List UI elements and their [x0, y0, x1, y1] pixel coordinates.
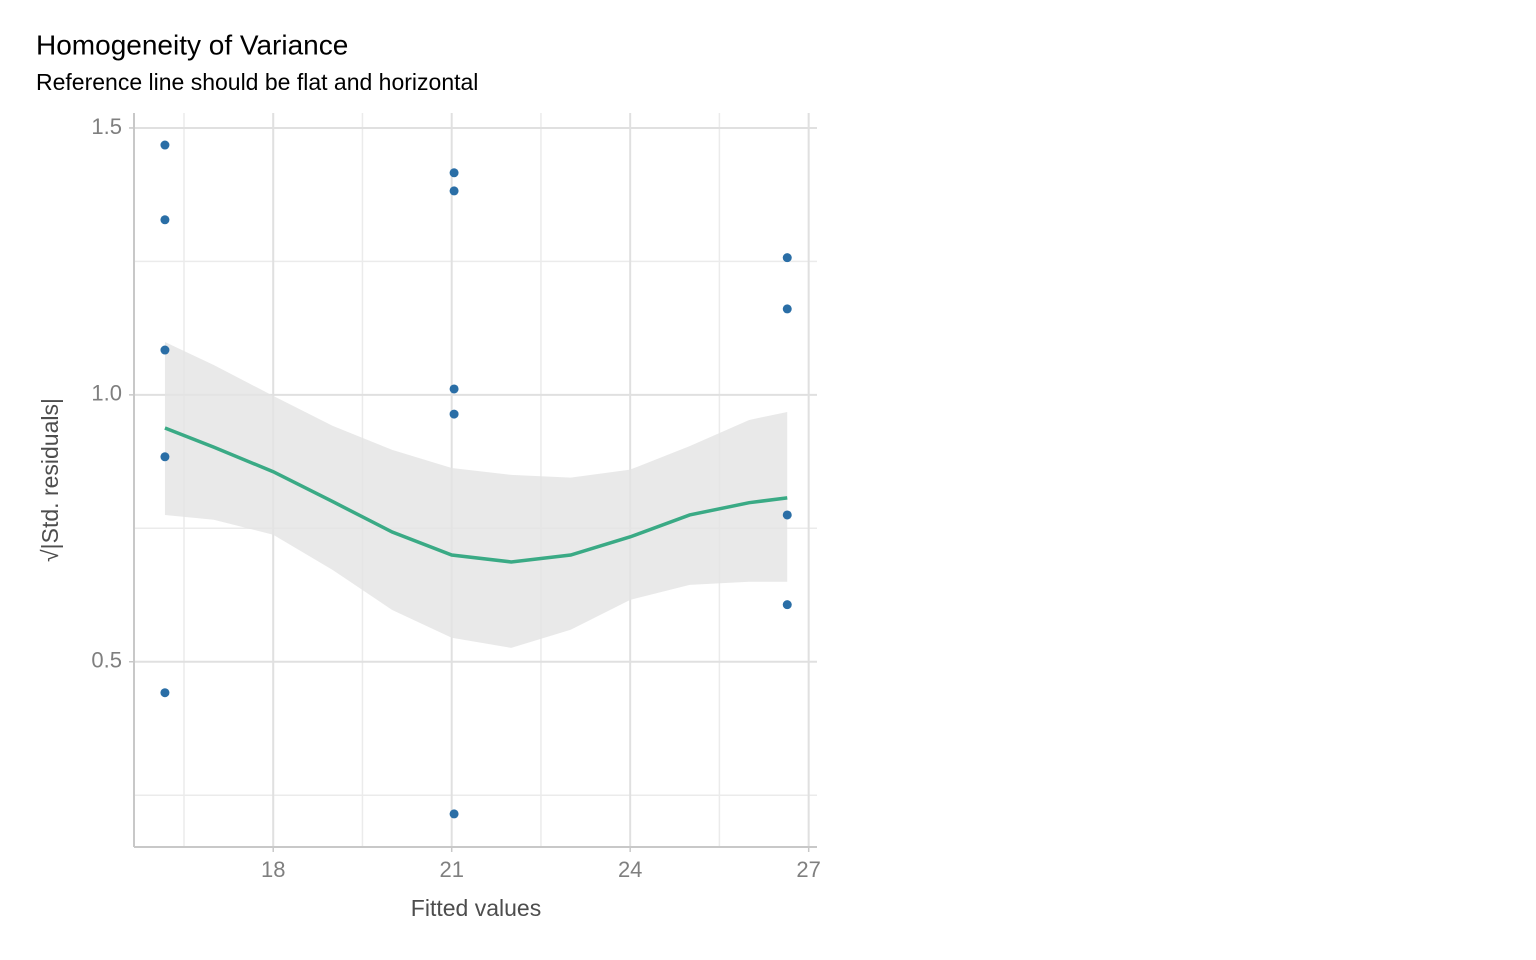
x-tick-label: 18 — [261, 857, 285, 882]
chart-subtitle: Reference line should be flat and horizo… — [36, 69, 478, 95]
point — [782, 253, 792, 263]
point — [782, 600, 792, 610]
point — [160, 140, 170, 150]
point — [160, 452, 170, 462]
point — [782, 510, 792, 520]
point — [160, 345, 170, 355]
chart-title: Homogeneity of Variance — [36, 29, 348, 60]
y-tick-label: 1.0 — [91, 381, 122, 406]
x-tick-label: 24 — [618, 857, 642, 882]
point — [160, 688, 170, 698]
point — [449, 384, 459, 394]
y-tick-label: 1.5 — [91, 114, 122, 139]
point — [782, 304, 792, 314]
x-axis-label: Fitted values — [411, 895, 541, 921]
x-tick-label: 27 — [796, 857, 820, 882]
point — [449, 409, 459, 419]
point — [449, 168, 459, 178]
y-tick-label: 0.5 — [91, 648, 122, 673]
y-axis-label: √|Std. residuals| — [37, 398, 63, 562]
point — [449, 809, 459, 819]
point — [160, 215, 170, 225]
point — [449, 186, 459, 196]
confidence-band — [164, 342, 788, 648]
smooth-line — [164, 426, 788, 564]
x-tick-label: 21 — [439, 857, 463, 882]
